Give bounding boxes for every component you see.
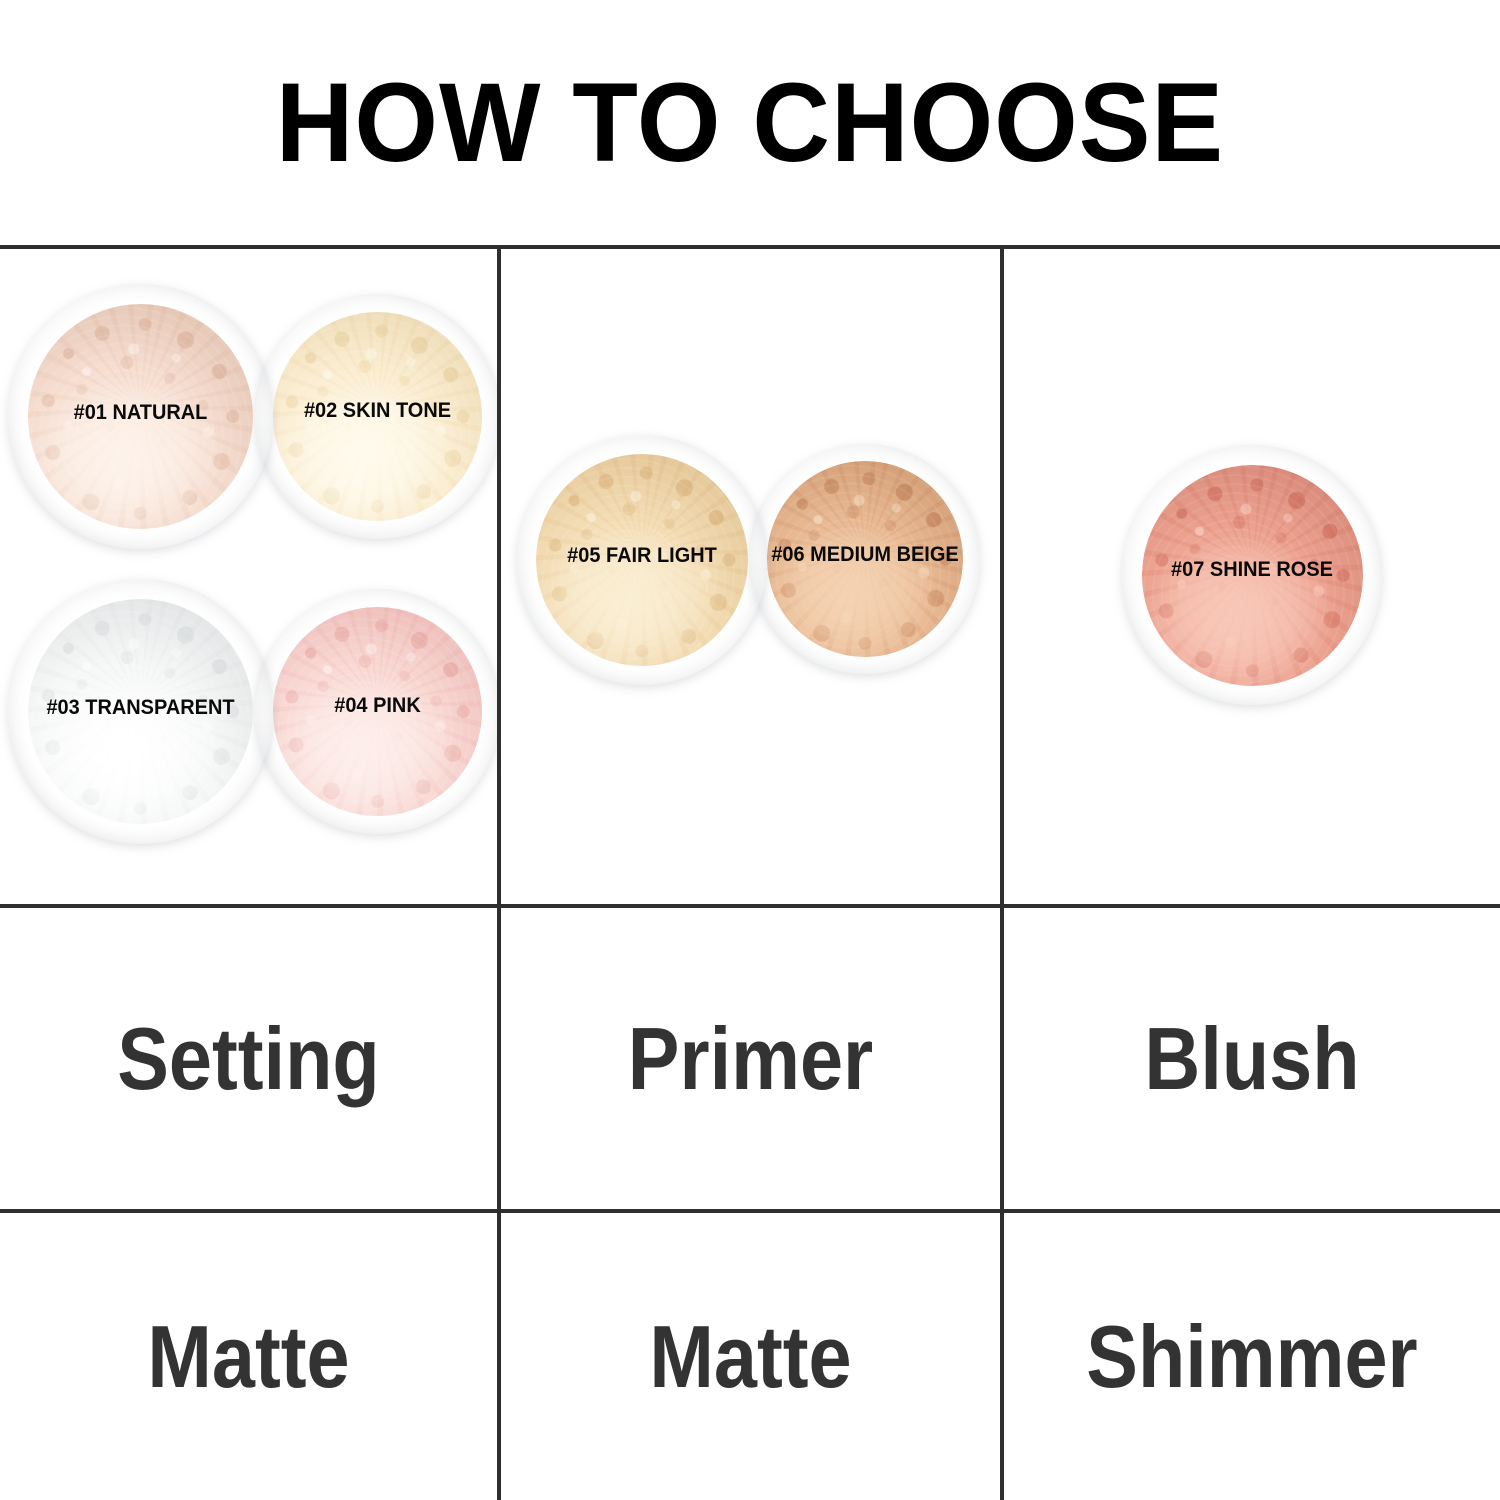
jar-01-natural[interactable]: #01 NATURAL <box>8 284 273 549</box>
cell-finish-blush: Shimmer <box>1004 1213 1500 1500</box>
title-bar: HOW TO CHOOSE <box>0 0 1500 245</box>
jar-powder-surface <box>273 607 482 816</box>
jar-02-skin-tone[interactable]: #02 SKIN TONE <box>255 294 497 539</box>
grid-rule-horizontal-middle <box>0 904 1500 908</box>
jar-powder-surface <box>535 453 749 667</box>
jar-05-fair-light[interactable]: #05 FAIR LIGHT <box>517 435 767 685</box>
finish-label-setting: Matte <box>147 1306 350 1406</box>
jar-powder-surface <box>27 598 254 825</box>
jar-label-03: #03 TRANSPARENT <box>46 695 235 719</box>
category-label-setting: Setting <box>117 1008 380 1108</box>
page-title: HOW TO CHOOSE <box>275 59 1225 185</box>
jar-powder-surface <box>767 461 963 657</box>
finish-label-blush: Shimmer <box>1086 1306 1418 1406</box>
jar-label-04: #04 PINK <box>334 694 421 718</box>
grid-rule-vertical-left <box>497 245 501 1500</box>
grid-rule-horizontal-bottom <box>0 1209 1500 1213</box>
jar-label-05: #05 FAIR LIGHT <box>567 543 717 567</box>
jar-powder-surface <box>1141 464 1363 686</box>
jar-powder-surface <box>27 303 254 530</box>
cell-category-primer: Primer <box>501 908 1000 1209</box>
cell-finish-primer: Matte <box>501 1213 1000 1500</box>
cell-products-blush: #07 SHINE ROSE <box>1004 249 1500 904</box>
jar-label-01: #01 NATURAL <box>73 400 208 424</box>
cell-products-setting: #02 SKIN TONE #01 NATURAL #04 PINK <box>0 249 497 904</box>
jar-label-02: #02 SKIN TONE <box>303 399 452 423</box>
jar-03-transparent[interactable]: #03 TRANSPARENT <box>8 579 273 844</box>
jar-07-shine-rose[interactable]: #07 SHINE ROSE <box>1122 445 1382 705</box>
jar-label-06: #06 MEDIUM BEIGE <box>771 542 959 566</box>
jar-powder-surface <box>273 312 482 521</box>
category-label-blush: Blush <box>1144 1008 1360 1108</box>
cell-finish-setting: Matte <box>0 1213 497 1500</box>
jar-06-medium-beige[interactable]: #06 MEDIUM BEIGE <box>750 444 980 674</box>
cell-products-primer: #06 MEDIUM BEIGE #05 FAIR LIGHT <box>501 249 1000 904</box>
jar-label-07: #07 SHINE ROSE <box>1171 558 1333 582</box>
grid-rule-horizontal-top <box>0 245 1500 249</box>
cell-category-setting: Setting <box>0 908 497 1209</box>
jar-04-pink[interactable]: #04 PINK <box>255 589 497 834</box>
cell-category-blush: Blush <box>1004 908 1500 1209</box>
finish-label-primer: Matte <box>649 1306 852 1406</box>
grid-rule-vertical-right <box>1000 245 1004 1500</box>
category-label-primer: Primer <box>627 1008 874 1108</box>
